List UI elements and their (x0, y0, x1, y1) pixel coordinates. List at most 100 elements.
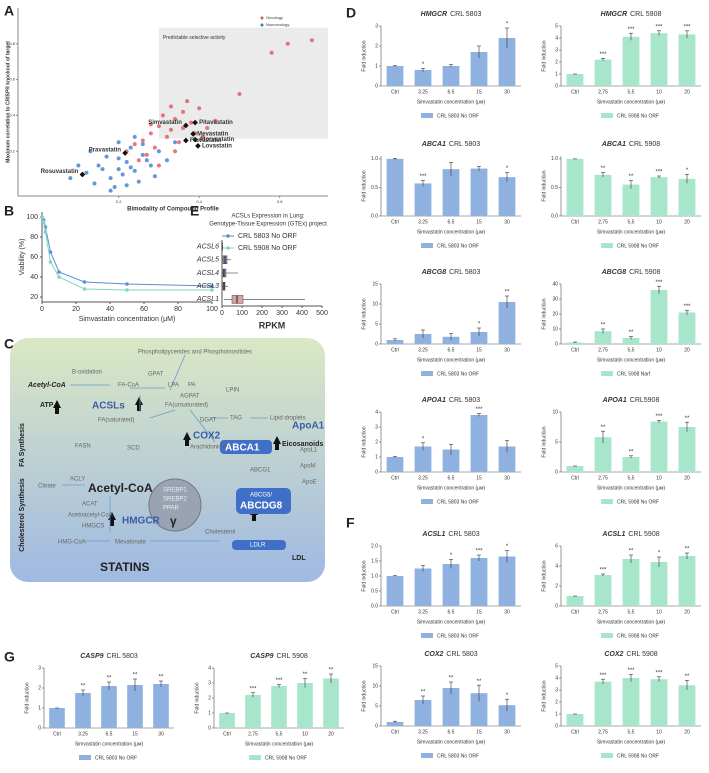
bar (386, 722, 404, 726)
chart-title: HMGCR CRL 5908 (601, 11, 662, 18)
y-tick-label: 0 (555, 469, 558, 475)
diagram-label: Arachidonic Acid (190, 445, 234, 451)
x-tick-label: 2,75 (598, 89, 608, 95)
y-tick-label: 2 (208, 695, 211, 701)
point (132, 142, 137, 147)
legend-swatch (249, 755, 261, 760)
y-tick-label: 2 (555, 699, 558, 705)
bar (594, 59, 612, 86)
bar (622, 678, 640, 726)
y-axis-label: Fold induction (24, 682, 30, 713)
bar (678, 312, 696, 344)
bar (297, 683, 313, 728)
bar (386, 457, 404, 472)
x-tick-label: 0.4 (196, 199, 202, 204)
bar (566, 596, 584, 606)
x-axis-label: Bimodality of Compound Profile (127, 207, 219, 213)
significance: *** (655, 280, 663, 286)
legend-swatch (601, 499, 613, 504)
diagram-label: HMGCR (122, 516, 161, 527)
bar (442, 688, 460, 726)
legend-swatch (421, 371, 433, 376)
point (132, 134, 137, 139)
chart-title: COX2 CRL 5908 (604, 651, 657, 658)
y-tick-label: 10 (552, 409, 558, 415)
x-axis-label: Simvastatin concentration (μм) (75, 741, 144, 747)
significance: * (658, 551, 661, 557)
y-tick-label: 100 (26, 214, 38, 221)
y-tick-label: 0 (208, 725, 211, 731)
x-axis-label: Simvastatin concentration (μM) (79, 316, 176, 323)
diagram-label: Citrate (38, 484, 56, 490)
bar (245, 695, 261, 728)
bar (678, 427, 696, 472)
x-tick-label: 15 (476, 347, 482, 353)
point (197, 106, 202, 111)
x-tick-label: 30 (504, 219, 510, 225)
legend-swatch (601, 113, 613, 118)
y-tick-label: 5 (555, 663, 558, 669)
chart-title: ABCA1 CRL 5803 (421, 141, 480, 148)
point (124, 183, 129, 188)
drug-label: Pitavastatin (199, 120, 233, 126)
diagram-label: PA (188, 383, 196, 389)
point (140, 152, 145, 157)
bar (650, 562, 668, 606)
point (125, 288, 129, 292)
diagram-label: B-oxidation (72, 370, 102, 376)
significance: ** (629, 449, 634, 455)
diagram-label: ABCG5/ (250, 493, 272, 499)
x-tick-label: 400 (296, 310, 308, 317)
y-tick-label: 3 (375, 23, 378, 29)
y-axis-label: Fold induction (361, 680, 367, 711)
bar (678, 556, 696, 606)
legend-swatch (421, 113, 433, 118)
y-tick-label: 4 (555, 675, 558, 681)
chart-title-text: CRL 5908 (628, 531, 659, 538)
significance: *** (419, 174, 427, 180)
bar (414, 446, 432, 472)
y-tick-label: 5 (375, 703, 378, 709)
significance: *** (655, 670, 663, 676)
diagram-label: γ (170, 514, 177, 528)
chart-title-text: CRL 5803 (107, 653, 138, 660)
x-axis-label: Simvastatin concentration (μм) (417, 739, 486, 745)
x-tick-label: 2,75 (598, 609, 608, 615)
y-tick-label: 1.5 (371, 558, 378, 564)
chart-title-gene: APOA1 (602, 397, 627, 404)
abca1-box (220, 440, 272, 454)
chart-title-gene: ABCA1 (421, 141, 446, 148)
point (152, 145, 157, 150)
x-tick-label: 15 (476, 89, 482, 95)
y-tick-label: 0.5 (371, 588, 378, 594)
panel-label: B (4, 203, 14, 219)
x-axis-label: Simvastatin concentration (μм) (417, 99, 486, 105)
chart-title-gene: ACSL1 (421, 531, 445, 538)
significance: ** (133, 673, 138, 679)
point (144, 152, 149, 157)
diagram-label: ACSLs (92, 401, 125, 412)
x-tick-label: Ctrl (571, 347, 579, 353)
significance: * (450, 553, 453, 559)
y-tick-label: 1 (555, 71, 558, 77)
y-tick-label: 0.2 (9, 148, 15, 153)
chart-title-text: CRL 5908 (626, 651, 657, 658)
shade-region (158, 27, 328, 139)
y-tick-label: 0 (375, 83, 378, 89)
y-tick-label: 10 (372, 683, 378, 689)
point (201, 134, 206, 139)
y-tick-label: 10 (552, 326, 558, 332)
y-axis-label: Fold induction (361, 426, 367, 457)
chart-title-text: CRL5908 (630, 397, 660, 404)
y-tick-label: 2 (38, 685, 41, 691)
x-axis-label: Simvastatin concentration (μм) (597, 619, 666, 625)
bar (650, 421, 668, 472)
chart-title-gene: CASP9 (250, 653, 273, 660)
legend-label: CRL 5803 No ORF (437, 499, 479, 505)
y-tick-label: 4 (555, 563, 558, 569)
bar (470, 52, 488, 86)
y-tick-label: 40 (30, 274, 38, 281)
x-tick-label: 10 (656, 219, 662, 225)
y-tick-label: 4 (208, 665, 211, 671)
x-tick-label: 0 (40, 306, 44, 313)
